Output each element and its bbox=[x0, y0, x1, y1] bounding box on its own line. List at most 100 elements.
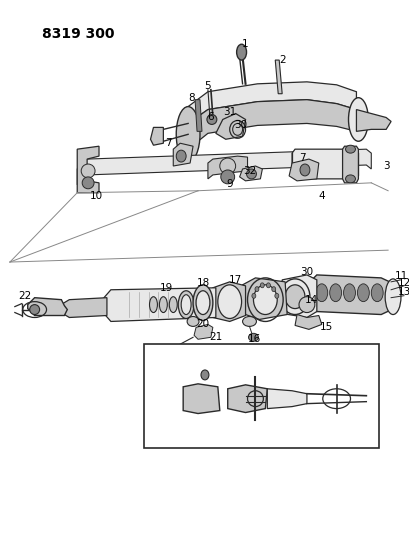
Text: 22: 22 bbox=[18, 290, 31, 301]
Ellipse shape bbox=[329, 284, 341, 302]
Ellipse shape bbox=[284, 285, 304, 309]
Text: 19: 19 bbox=[160, 283, 173, 293]
Text: 30: 30 bbox=[234, 120, 247, 131]
Ellipse shape bbox=[345, 145, 355, 153]
Polygon shape bbox=[77, 149, 371, 185]
Polygon shape bbox=[207, 156, 247, 179]
Text: 15: 15 bbox=[319, 322, 333, 333]
Text: 24: 24 bbox=[208, 366, 221, 376]
Polygon shape bbox=[294, 314, 321, 329]
Ellipse shape bbox=[299, 164, 309, 176]
Text: 17: 17 bbox=[229, 275, 242, 285]
Text: 18: 18 bbox=[196, 278, 209, 288]
Ellipse shape bbox=[169, 297, 177, 312]
Ellipse shape bbox=[260, 283, 264, 288]
Polygon shape bbox=[183, 384, 219, 414]
Ellipse shape bbox=[220, 170, 234, 184]
Ellipse shape bbox=[242, 317, 256, 326]
Ellipse shape bbox=[254, 287, 258, 292]
Text: 6: 6 bbox=[207, 111, 213, 122]
Text: 26: 26 bbox=[230, 429, 244, 438]
Text: 9: 9 bbox=[226, 179, 232, 189]
Text: 20: 20 bbox=[196, 319, 209, 329]
Polygon shape bbox=[291, 149, 357, 179]
Ellipse shape bbox=[193, 285, 212, 320]
Text: 4: 4 bbox=[318, 191, 324, 201]
Text: 11: 11 bbox=[393, 271, 407, 281]
Ellipse shape bbox=[176, 150, 186, 162]
Text: 8: 8 bbox=[187, 93, 194, 103]
Polygon shape bbox=[195, 100, 202, 131]
Ellipse shape bbox=[253, 285, 276, 314]
Ellipse shape bbox=[200, 370, 209, 380]
Polygon shape bbox=[288, 159, 318, 181]
Ellipse shape bbox=[266, 283, 270, 288]
Text: 5: 5 bbox=[204, 81, 211, 91]
Polygon shape bbox=[173, 143, 193, 166]
Ellipse shape bbox=[371, 284, 382, 302]
Ellipse shape bbox=[181, 295, 191, 314]
Polygon shape bbox=[306, 275, 395, 314]
Text: 23: 23 bbox=[174, 410, 187, 421]
Ellipse shape bbox=[274, 293, 278, 298]
Polygon shape bbox=[274, 60, 281, 94]
Ellipse shape bbox=[348, 98, 367, 141]
Ellipse shape bbox=[246, 169, 256, 179]
Text: 2: 2 bbox=[278, 55, 285, 65]
Text: 1: 1 bbox=[242, 39, 248, 49]
Ellipse shape bbox=[345, 175, 355, 183]
Ellipse shape bbox=[315, 284, 327, 302]
Text: 10: 10 bbox=[89, 191, 102, 201]
Text: 16: 16 bbox=[247, 334, 261, 344]
Polygon shape bbox=[239, 166, 262, 181]
Polygon shape bbox=[342, 146, 357, 183]
Text: 30: 30 bbox=[300, 267, 313, 277]
Polygon shape bbox=[188, 82, 355, 124]
Polygon shape bbox=[281, 275, 316, 318]
Ellipse shape bbox=[357, 284, 369, 302]
Polygon shape bbox=[242, 278, 286, 319]
Ellipse shape bbox=[219, 158, 235, 174]
Ellipse shape bbox=[232, 124, 242, 135]
Text: 27: 27 bbox=[248, 364, 261, 374]
Text: 8319 300: 8319 300 bbox=[41, 27, 114, 42]
Polygon shape bbox=[28, 298, 67, 316]
Polygon shape bbox=[77, 146, 99, 193]
Ellipse shape bbox=[343, 284, 355, 302]
Text: 14: 14 bbox=[305, 295, 318, 305]
Polygon shape bbox=[150, 127, 163, 145]
Text: 7: 7 bbox=[298, 153, 305, 163]
Ellipse shape bbox=[248, 333, 258, 341]
Ellipse shape bbox=[384, 279, 400, 314]
Ellipse shape bbox=[271, 287, 275, 292]
Polygon shape bbox=[59, 298, 107, 318]
Ellipse shape bbox=[187, 317, 198, 326]
Ellipse shape bbox=[196, 291, 209, 314]
Polygon shape bbox=[355, 110, 390, 131]
Polygon shape bbox=[104, 288, 215, 321]
Ellipse shape bbox=[207, 115, 216, 124]
Ellipse shape bbox=[298, 297, 314, 312]
Text: 32: 32 bbox=[242, 166, 256, 176]
Text: 21: 21 bbox=[209, 332, 222, 342]
Ellipse shape bbox=[236, 44, 246, 60]
Polygon shape bbox=[267, 389, 306, 409]
Text: 28: 28 bbox=[294, 364, 308, 374]
Text: 29: 29 bbox=[331, 425, 344, 435]
Polygon shape bbox=[227, 385, 267, 413]
Polygon shape bbox=[193, 325, 212, 340]
Ellipse shape bbox=[159, 297, 167, 312]
Text: 31: 31 bbox=[222, 107, 236, 117]
Text: 13: 13 bbox=[396, 287, 409, 297]
Ellipse shape bbox=[251, 293, 255, 298]
Polygon shape bbox=[212, 282, 245, 321]
Bar bbox=[143, 344, 378, 448]
Text: 12: 12 bbox=[396, 278, 409, 288]
Text: 25: 25 bbox=[184, 425, 197, 435]
Text: 7: 7 bbox=[164, 138, 171, 148]
Ellipse shape bbox=[81, 164, 95, 178]
Text: 3: 3 bbox=[382, 161, 389, 171]
Ellipse shape bbox=[217, 285, 241, 319]
Ellipse shape bbox=[176, 107, 200, 162]
Ellipse shape bbox=[178, 291, 193, 319]
